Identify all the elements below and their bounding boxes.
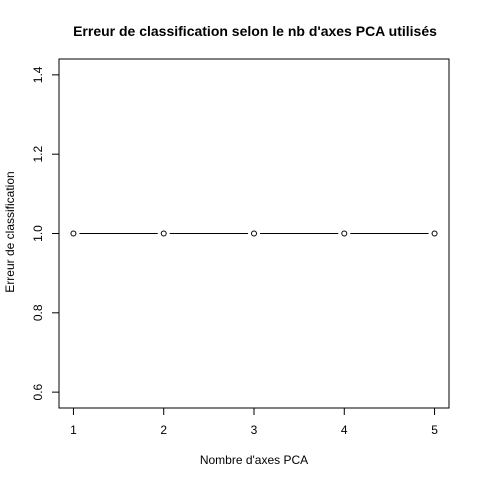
y-tick-label: 1.0 [31,225,45,242]
x-tick-label: 2 [160,423,167,437]
y-tick-label: 1.2 [31,146,45,163]
x-tick-label: 1 [70,423,77,437]
y-tick-label: 0.8 [31,304,45,321]
y-tick-label: 1.4 [31,66,45,83]
series [70,230,438,237]
y-axis: 0.6 0.8 1.0 1.2 1.4 [31,66,59,400]
data-point [251,230,257,237]
data-point [431,230,438,237]
data-point [341,230,348,237]
y-tick-label: 0.6 [31,383,45,400]
x-tick-label: 4 [341,423,348,437]
x-tick-label: 5 [431,423,438,437]
x-axis: 1 2 3 4 5 [70,408,438,437]
x-tick-label: 3 [251,423,258,437]
chart-title: Erreur de classification selon le nb d'a… [73,23,437,39]
x-axis-label: Nombre d'axes PCA [200,453,308,467]
data-point [160,230,167,237]
y-axis-label: Erreur de classification [3,171,17,292]
data-point [70,230,77,237]
